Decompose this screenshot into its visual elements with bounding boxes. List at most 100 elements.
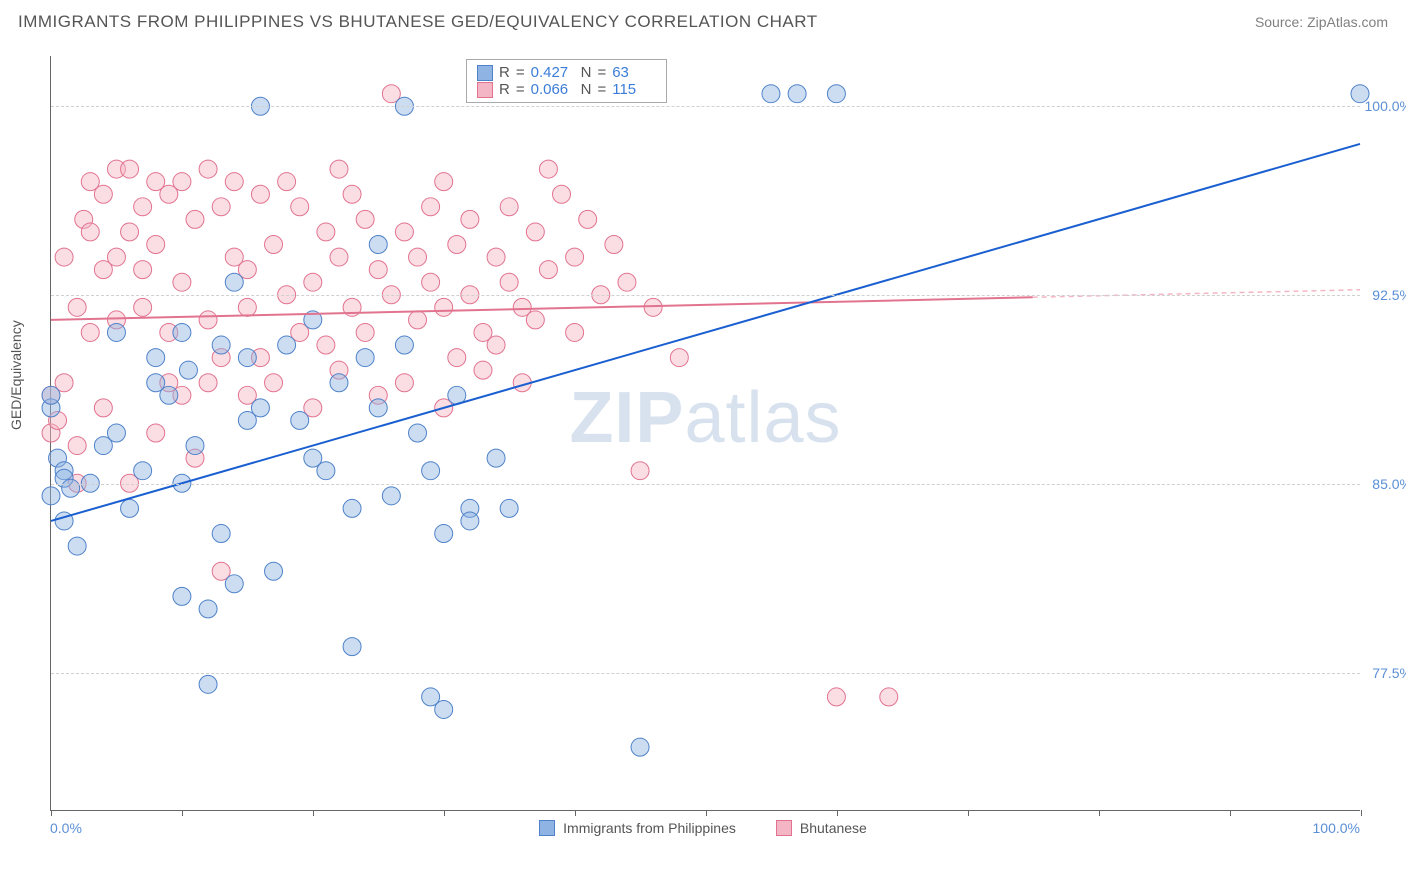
data-point bbox=[343, 638, 361, 656]
data-point bbox=[435, 525, 453, 543]
data-point bbox=[356, 323, 374, 341]
data-point bbox=[147, 349, 165, 367]
data-point bbox=[500, 273, 518, 291]
data-point bbox=[618, 273, 636, 291]
data-point bbox=[827, 688, 845, 706]
data-point bbox=[500, 499, 518, 517]
data-point bbox=[160, 386, 178, 404]
data-point bbox=[134, 462, 152, 480]
gridline bbox=[51, 484, 1360, 485]
chart-header: IMMIGRANTS FROM PHILIPPINES VS BHUTANESE… bbox=[0, 0, 1406, 40]
data-point bbox=[225, 273, 243, 291]
y-axis-label: GED/Equivalency bbox=[8, 320, 24, 430]
data-point bbox=[173, 173, 191, 191]
data-point bbox=[330, 160, 348, 178]
data-point bbox=[644, 298, 662, 316]
y-tick-label: 92.5% bbox=[1364, 287, 1406, 303]
data-point bbox=[304, 273, 322, 291]
data-point bbox=[631, 462, 649, 480]
data-point bbox=[461, 210, 479, 228]
data-point bbox=[55, 248, 73, 266]
data-point bbox=[788, 85, 806, 103]
data-point bbox=[225, 575, 243, 593]
data-point bbox=[762, 85, 780, 103]
data-point bbox=[435, 700, 453, 718]
equals-sign: = bbox=[516, 64, 525, 81]
x-tick bbox=[1099, 810, 1100, 816]
data-point bbox=[42, 386, 60, 404]
data-point bbox=[553, 185, 571, 203]
data-point bbox=[291, 411, 309, 429]
scatter-svg bbox=[51, 56, 1360, 810]
data-point bbox=[395, 223, 413, 241]
data-point bbox=[631, 738, 649, 756]
data-point bbox=[134, 198, 152, 216]
gridline bbox=[51, 673, 1360, 674]
y-tick-label: 77.5% bbox=[1364, 665, 1406, 681]
data-point bbox=[461, 512, 479, 530]
data-point bbox=[566, 248, 584, 266]
data-point bbox=[147, 424, 165, 442]
data-point bbox=[526, 311, 544, 329]
data-point bbox=[42, 487, 60, 505]
data-point bbox=[356, 210, 374, 228]
n-label: N bbox=[581, 81, 592, 98]
data-point bbox=[605, 236, 623, 254]
source-name: ZipAtlas.com bbox=[1307, 14, 1388, 30]
data-point bbox=[487, 336, 505, 354]
data-point bbox=[68, 537, 86, 555]
y-tick-label: 85.0% bbox=[1364, 476, 1406, 492]
x-tick bbox=[837, 810, 838, 816]
data-point bbox=[251, 185, 269, 203]
n-value-philippines: 63 bbox=[612, 64, 656, 81]
data-point bbox=[68, 437, 86, 455]
data-point bbox=[500, 198, 518, 216]
data-point bbox=[186, 437, 204, 455]
data-point bbox=[173, 273, 191, 291]
data-point bbox=[474, 361, 492, 379]
data-point bbox=[526, 223, 544, 241]
series-legend: Immigrants from Philippines Bhutanese bbox=[0, 820, 1406, 836]
data-point bbox=[81, 323, 99, 341]
x-tick bbox=[1230, 810, 1231, 816]
data-point bbox=[382, 487, 400, 505]
data-point bbox=[107, 248, 125, 266]
data-point bbox=[107, 424, 125, 442]
trend-line bbox=[1033, 290, 1360, 298]
data-point bbox=[422, 273, 440, 291]
data-point bbox=[369, 399, 387, 417]
data-point bbox=[422, 198, 440, 216]
data-point bbox=[134, 261, 152, 279]
data-point bbox=[330, 374, 348, 392]
legend-row-bhutanese: R = 0.066 N = 115 bbox=[477, 81, 656, 98]
data-point bbox=[186, 210, 204, 228]
legend-row-philippines: R = 0.427 N = 63 bbox=[477, 64, 656, 81]
data-point bbox=[199, 374, 217, 392]
data-point bbox=[278, 173, 296, 191]
data-point bbox=[317, 336, 335, 354]
data-point bbox=[317, 462, 335, 480]
data-point bbox=[225, 173, 243, 191]
data-point bbox=[291, 198, 309, 216]
data-point bbox=[212, 336, 230, 354]
plot-area: ZIPatlas R = 0.427 N = 63 R = 0.066 N = … bbox=[50, 56, 1360, 811]
data-point bbox=[199, 160, 217, 178]
legend-item-bhutanese: Bhutanese bbox=[776, 820, 867, 836]
data-point bbox=[199, 675, 217, 693]
data-point bbox=[448, 349, 466, 367]
swatch-philippines bbox=[477, 65, 493, 81]
x-tick bbox=[313, 810, 314, 816]
data-point bbox=[94, 185, 112, 203]
x-tick bbox=[444, 810, 445, 816]
source-attribution: Source: ZipAtlas.com bbox=[1255, 14, 1388, 30]
chart-title: IMMIGRANTS FROM PHILIPPINES VS BHUTANESE… bbox=[18, 12, 818, 32]
x-tick bbox=[968, 810, 969, 816]
data-point bbox=[62, 479, 80, 497]
data-point bbox=[265, 374, 283, 392]
data-point bbox=[251, 399, 269, 417]
data-point bbox=[422, 462, 440, 480]
data-point bbox=[265, 562, 283, 580]
x-tick bbox=[51, 810, 52, 816]
data-point bbox=[199, 600, 217, 618]
data-point bbox=[539, 261, 557, 279]
